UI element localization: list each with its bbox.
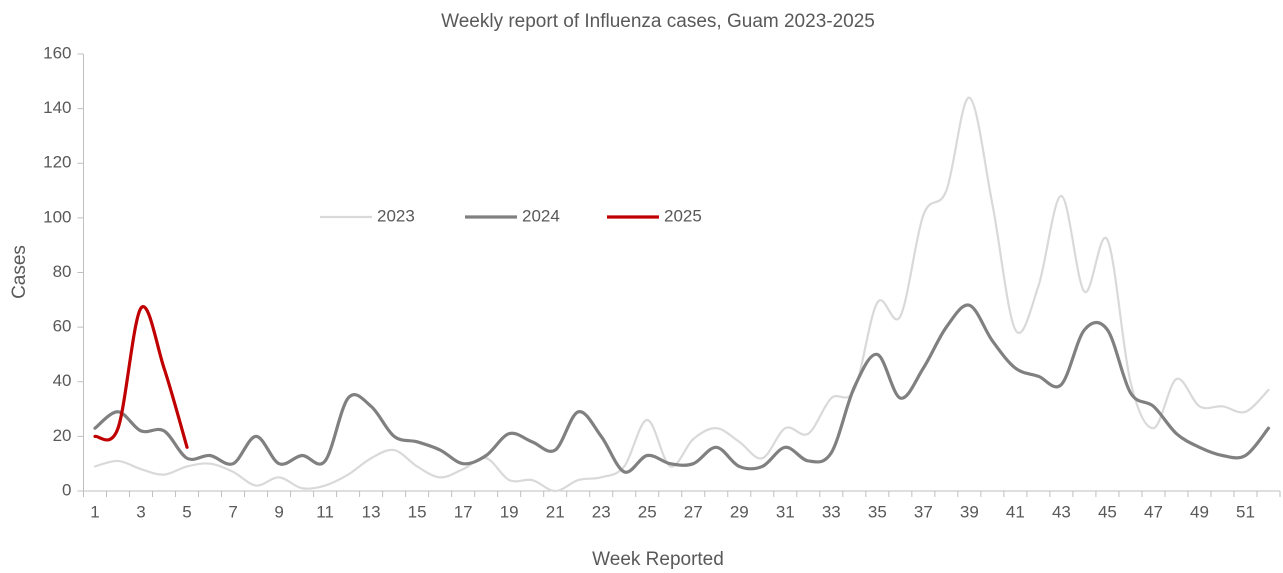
x-tick-label: 11 [316, 502, 334, 521]
x-tick-label: 5 [182, 502, 191, 521]
x-tick-label: 1 [90, 502, 99, 521]
y-tick-label: 40 [53, 371, 72, 390]
x-tick-label: 45 [1098, 502, 1117, 521]
x-tick-label: 51 [1236, 502, 1255, 521]
y-axis-title: Cases [9, 245, 30, 299]
x-tick-label: 21 [546, 502, 565, 521]
y-tick-label: 20 [53, 426, 72, 445]
legend-label: 2025 [664, 206, 702, 225]
legend-label: 2024 [522, 206, 560, 225]
y-tick-label: 80 [53, 262, 72, 281]
x-tick-label: 41 [1006, 502, 1025, 521]
x-tick-label: 13 [362, 502, 381, 521]
x-tick-label: 47 [1144, 502, 1163, 521]
chart-title: Weekly report of Influenza cases, Guam 2… [441, 11, 875, 32]
line-series [93, 303, 1271, 474]
x-tick-label: 9 [274, 502, 283, 521]
x-tick-label: 49 [1190, 502, 1209, 521]
x-tick-label: 3 [136, 502, 145, 521]
line-series [93, 96, 1270, 493]
x-tick-label: 15 [408, 502, 427, 521]
x-tick-label: 27 [684, 502, 703, 521]
x-tick-label: 39 [960, 502, 979, 521]
y-tick-label: 140 [43, 98, 71, 117]
y-tick-label: 120 [43, 153, 71, 172]
x-axis-title: Week Reported [592, 549, 724, 570]
x-tick-label: 19 [500, 502, 519, 521]
x-tick-label: 7 [228, 502, 237, 521]
x-tick-label: 23 [592, 502, 611, 521]
x-tick-label: 17 [454, 502, 473, 521]
y-tick-label: 60 [53, 317, 72, 336]
y-tick-label: 160 [43, 43, 71, 62]
y-tick-label: 0 [62, 480, 71, 499]
x-tick-label: 33 [822, 502, 841, 521]
x-tick-label: 31 [776, 502, 795, 521]
x-tick-label: 43 [1052, 502, 1071, 521]
x-tick-label: 25 [638, 502, 657, 521]
x-tick-label: 29 [730, 502, 749, 521]
line-series [93, 305, 189, 449]
x-tick-label: 37 [914, 502, 933, 521]
legend-label: 2023 [377, 206, 415, 225]
x-tick-label: 35 [868, 502, 887, 521]
y-tick-label: 100 [43, 207, 71, 226]
